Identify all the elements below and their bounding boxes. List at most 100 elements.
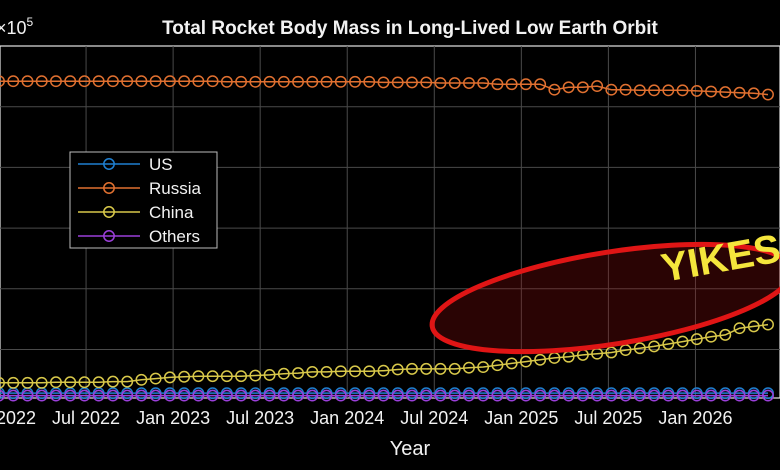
data-point xyxy=(0,389,5,402)
series-us xyxy=(0,387,774,400)
x-tick-label: Jul 2022 xyxy=(52,408,120,428)
data-point xyxy=(121,375,134,388)
data-point xyxy=(192,389,205,402)
x-tick-label: Jan 2026 xyxy=(658,408,732,428)
data-point xyxy=(306,75,319,88)
data-point xyxy=(491,359,504,372)
data-point xyxy=(235,389,248,402)
data-point xyxy=(277,389,290,402)
data-point xyxy=(292,389,305,402)
data-point xyxy=(505,78,518,91)
data-point xyxy=(135,75,148,88)
data-point xyxy=(377,389,390,402)
data-point xyxy=(477,361,490,373)
x-tick-label: Jan 2022 xyxy=(0,408,36,428)
legend: US Russia China Others xyxy=(69,151,218,249)
data-point xyxy=(762,318,774,331)
data-point xyxy=(64,389,77,402)
data-point xyxy=(648,340,661,353)
x-tick-label: Jan 2023 xyxy=(136,408,210,428)
x-tick-label: Jul 2025 xyxy=(574,408,642,428)
data-point xyxy=(662,338,675,350)
data-point xyxy=(178,389,191,402)
x-axis-label: Year xyxy=(390,438,431,460)
x-tick-label: Jan 2025 xyxy=(484,408,558,428)
data-point xyxy=(64,75,77,88)
data-point xyxy=(349,365,361,378)
data-point xyxy=(178,75,191,88)
data-point xyxy=(591,80,604,93)
data-point xyxy=(21,75,34,88)
data-point xyxy=(192,75,205,88)
data-point xyxy=(135,389,148,402)
data-point xyxy=(320,365,333,378)
data-point xyxy=(406,76,418,89)
data-point xyxy=(391,389,404,402)
data-point xyxy=(277,75,290,88)
data-point xyxy=(420,76,433,89)
data-point xyxy=(434,389,447,402)
data-point xyxy=(249,75,262,88)
data-point xyxy=(719,389,732,402)
legend-entry-china: China xyxy=(78,203,194,222)
data-point xyxy=(334,389,347,402)
data-point xyxy=(50,389,62,402)
data-point xyxy=(78,376,91,389)
data-point xyxy=(92,376,105,389)
legend-label: US xyxy=(149,155,173,174)
data-point xyxy=(0,75,5,88)
data-point xyxy=(733,86,746,99)
series-others xyxy=(0,389,774,402)
data-point xyxy=(406,389,418,402)
x-tick-label: Jul 2023 xyxy=(226,408,294,428)
data-point xyxy=(747,389,760,402)
series-china xyxy=(0,318,774,389)
data-point xyxy=(505,357,518,370)
data-point xyxy=(747,87,760,100)
data-point xyxy=(676,389,689,402)
data-point xyxy=(548,83,561,96)
data-point xyxy=(762,88,774,101)
y-exponent-base: ×10 xyxy=(0,18,27,38)
legend-entry-us: US xyxy=(78,155,173,174)
data-point xyxy=(277,367,290,380)
data-point xyxy=(263,368,276,381)
data-point xyxy=(263,75,276,88)
data-point xyxy=(249,389,262,402)
data-point xyxy=(462,361,475,374)
legend-label: Others xyxy=(149,227,200,246)
data-point xyxy=(576,81,589,94)
legend-marker xyxy=(103,206,115,218)
data-point xyxy=(633,389,646,402)
data-point xyxy=(462,389,475,402)
data-point xyxy=(676,84,689,97)
data-point xyxy=(690,333,703,346)
data-point xyxy=(491,389,504,402)
data-point xyxy=(534,353,547,366)
legend-marker xyxy=(103,182,115,194)
data-point xyxy=(619,389,632,402)
data-point xyxy=(477,389,490,402)
data-point xyxy=(220,370,233,383)
data-point xyxy=(705,330,717,343)
data-point xyxy=(519,389,532,402)
data-point xyxy=(149,389,162,402)
data-point xyxy=(420,362,433,375)
data-point xyxy=(363,75,376,88)
legend-label: China xyxy=(149,203,194,222)
data-point xyxy=(206,75,219,88)
data-point xyxy=(505,389,518,402)
data-point xyxy=(690,84,703,97)
chart-title: Total Rocket Body Mass in Long-Lived Low… xyxy=(162,18,658,39)
x-tick-label: Jan 2024 xyxy=(310,408,384,428)
data-point xyxy=(690,389,703,402)
data-point xyxy=(747,320,760,333)
series-line xyxy=(0,323,769,384)
data-point xyxy=(35,75,48,88)
data-point xyxy=(334,75,347,88)
data-point xyxy=(605,389,618,402)
data-point xyxy=(562,389,575,402)
data-point xyxy=(135,373,148,386)
data-point xyxy=(363,365,376,378)
